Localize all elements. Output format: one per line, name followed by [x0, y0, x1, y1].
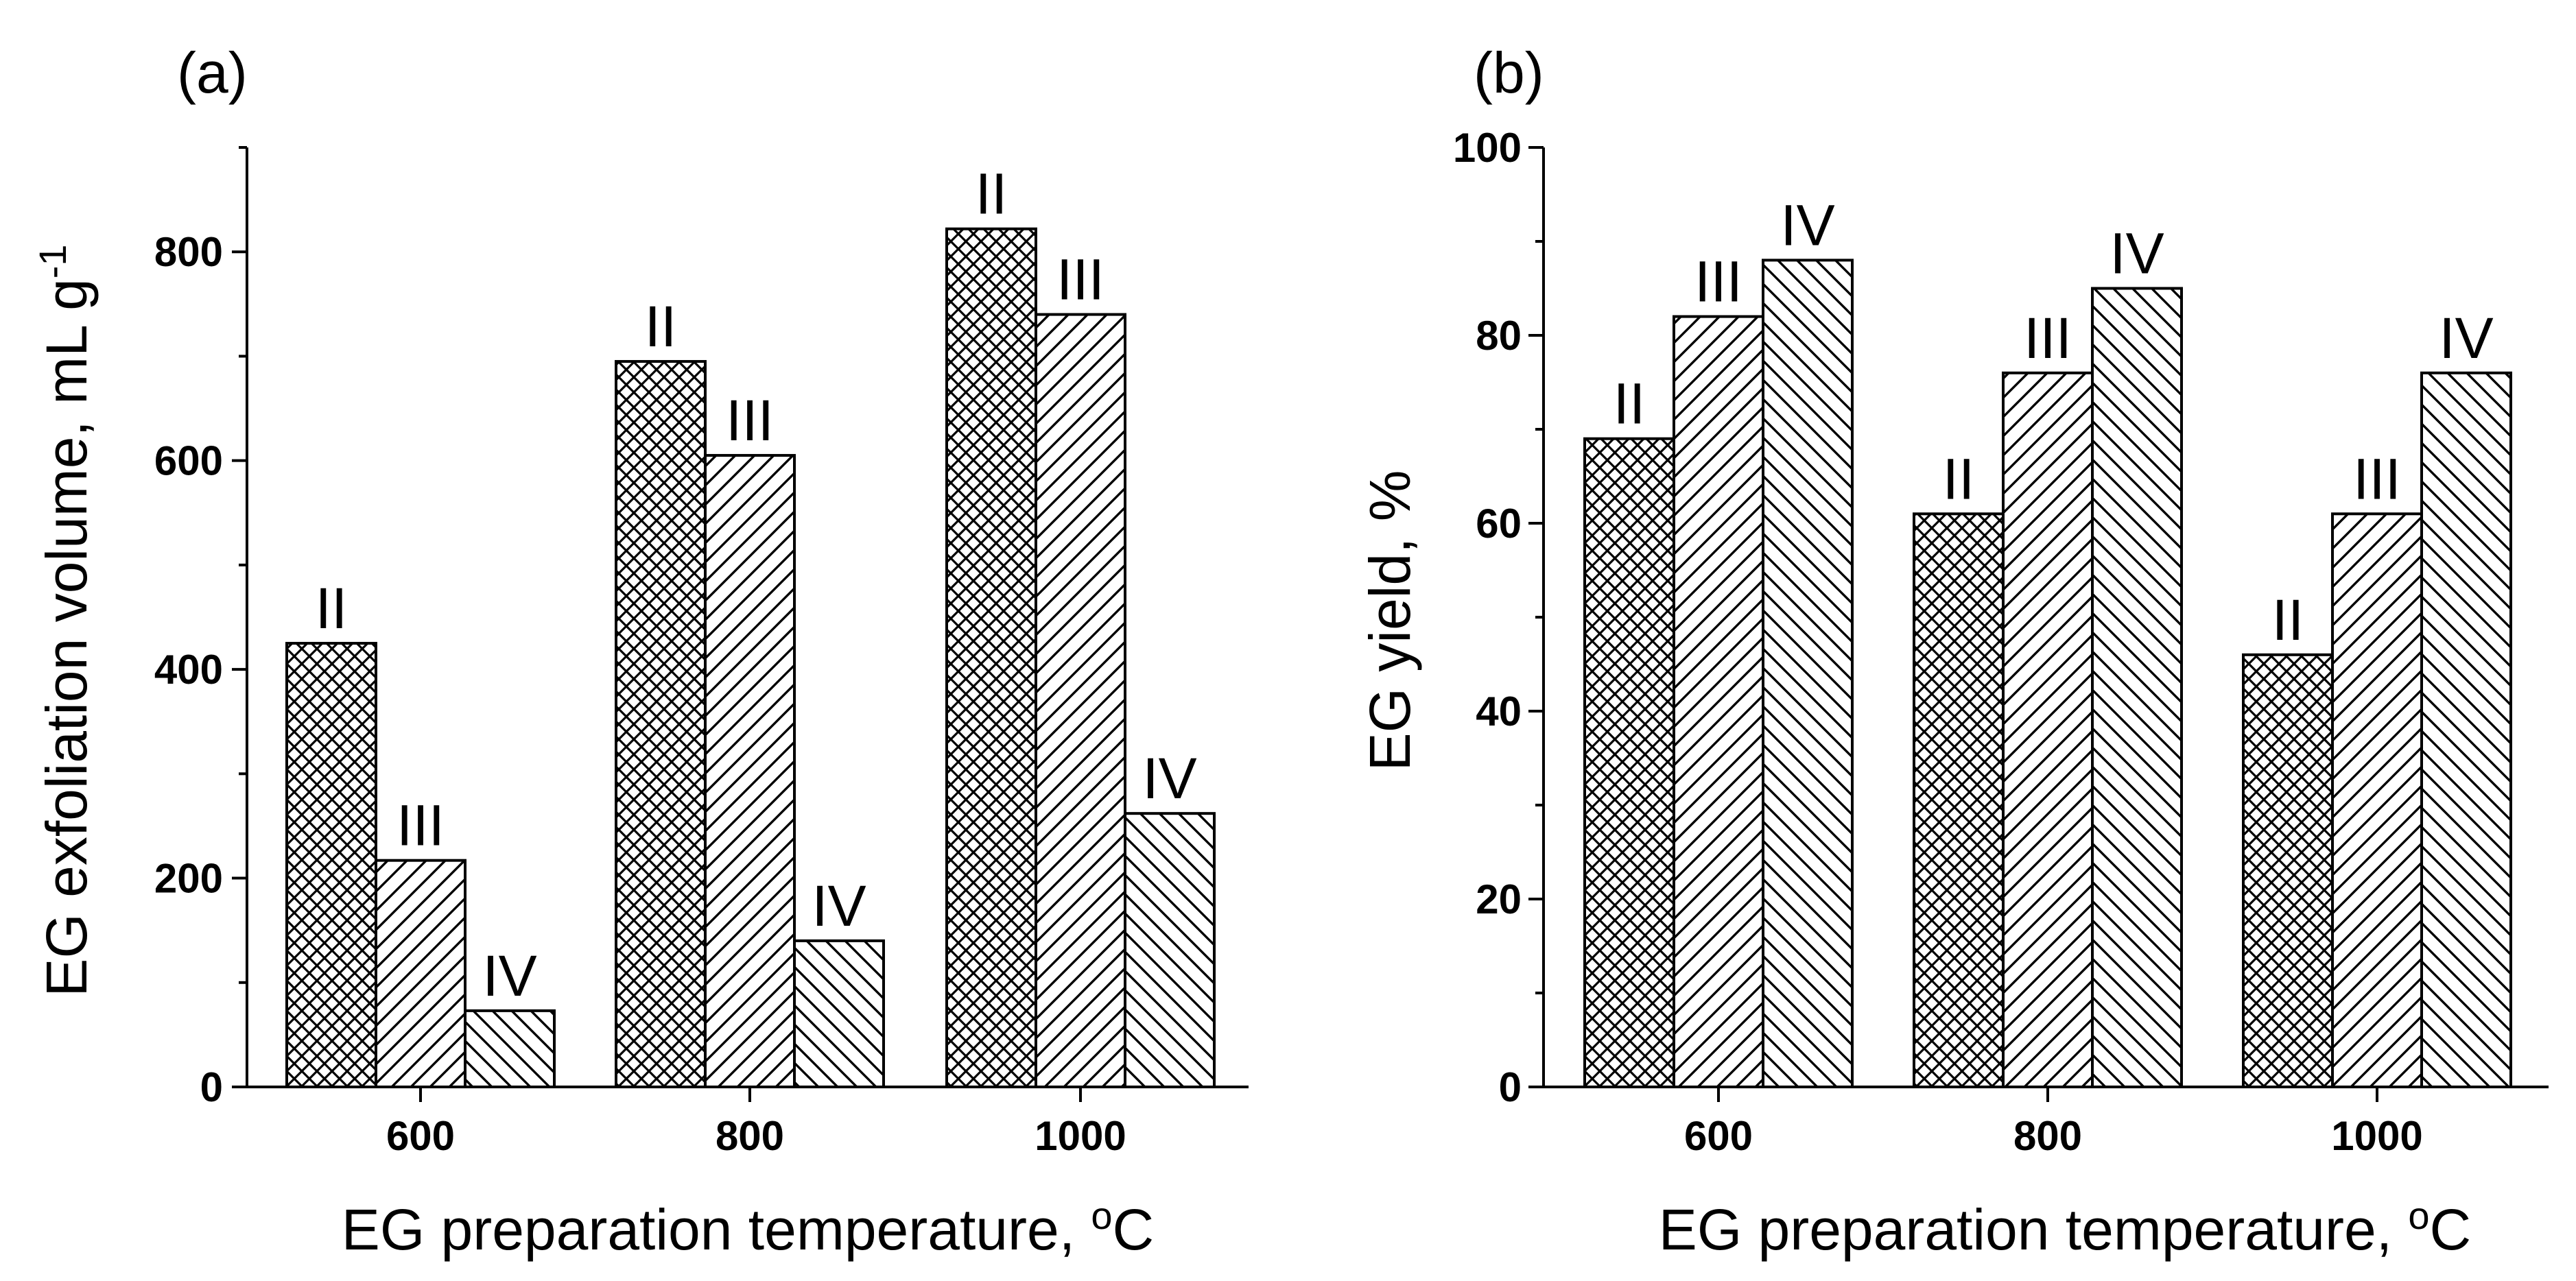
y-tick-label-a-200: 200: [154, 856, 223, 902]
panel-b-x-axis-title: EG preparation temperature, oC: [1659, 1194, 2471, 1262]
bar-a-600-III: [375, 859, 466, 1088]
x-tick-label-a-1000: 1000: [1035, 1113, 1126, 1159]
y-tick-label-a-800: 800: [154, 229, 223, 275]
bar-label-b-600-II: II: [1614, 372, 1646, 436]
y-tick-label-b-100: 100: [1453, 125, 1522, 171]
bar-label-b-800-IV: IV: [2110, 222, 2164, 286]
bar-label-b-800-II: II: [1943, 446, 1975, 511]
bar-label-b-600-IV: IV: [1780, 193, 1834, 257]
bar-b-1000-III: [2331, 512, 2423, 1088]
bar-label-b-1000-II: II: [2272, 588, 2304, 652]
bar-a-600-II: [285, 642, 377, 1088]
bar-label-b-600-III: III: [1694, 250, 1742, 314]
bar-a-600-IV: [464, 1009, 556, 1089]
bar-a-1000-II: [945, 227, 1037, 1089]
y-tick-label-b-20: 20: [1476, 876, 1522, 922]
x-tick-label-a-600: 600: [386, 1113, 455, 1159]
panel-a-label: (a): [177, 40, 248, 105]
bar-b-600-II: [1583, 437, 1675, 1088]
bar-a-1000-III: [1035, 313, 1126, 1088]
y-tick-label-b-0: 0: [1499, 1064, 1522, 1110]
panel-a-x-axis-title: EG preparation temperature, oC: [342, 1194, 1154, 1262]
panel-b-y-axis-title: EG yield, %: [1358, 470, 1422, 771]
bar-a-800-III: [704, 454, 796, 1088]
y-tick-label-b-60: 60: [1476, 501, 1522, 547]
panel-a-y-axis-title: EG exfoliation volume, mL g-1: [31, 244, 99, 996]
y-tick-label-a-0: 0: [200, 1064, 223, 1110]
bar-label-a-800-III: III: [726, 388, 774, 453]
y-tick-label-a-600: 600: [154, 438, 223, 484]
bar-label-a-600-II: II: [316, 576, 348, 640]
bar-label-a-800-II: II: [645, 294, 677, 359]
bar-b-1000-II: [2242, 653, 2334, 1088]
x-tick-label-b-800: 800: [2013, 1113, 2082, 1159]
bar-label-a-600-IV: IV: [482, 944, 536, 1008]
bar-label-a-600-III: III: [397, 793, 445, 858]
bar-label-b-1000-III: III: [2353, 446, 2401, 511]
bar-label-b-800-III: III: [2024, 306, 2072, 370]
bar-label-a-1000-IV: IV: [1142, 746, 1196, 811]
x-tick-label-b-1000: 1000: [2331, 1113, 2422, 1159]
y-tick-label-a-400: 400: [154, 647, 223, 693]
bar-b-1000-IV: [2420, 371, 2512, 1088]
bar-a-800-IV: [793, 939, 885, 1089]
bar-b-600-IV: [1762, 259, 1854, 1088]
bar-b-800-II: [1913, 512, 2005, 1088]
bar-b-800-IV: [2091, 287, 2183, 1088]
bar-b-600-III: [1673, 315, 1764, 1089]
bar-a-800-II: [615, 360, 707, 1088]
y-tick-label-b-40: 40: [1476, 689, 1522, 734]
bar-label-b-1000-IV: IV: [2439, 306, 2493, 370]
panel-b-label: (b): [1474, 40, 1544, 105]
bar-label-a-1000-III: III: [1056, 248, 1104, 312]
bar-a-1000-IV: [1124, 812, 1216, 1088]
bar-b-800-III: [2002, 371, 2094, 1088]
bar-label-a-1000-II: II: [976, 162, 1008, 226]
x-tick-label-b-600: 600: [1684, 1113, 1753, 1159]
bar-label-a-800-IV: IV: [812, 874, 866, 938]
panel-b-axes: 0 20 40 60 80 100 600 800 1000: [1453, 125, 2549, 1159]
x-tick-label-a-800: 800: [716, 1113, 784, 1159]
y-tick-label-b-80: 80: [1476, 313, 1522, 359]
panel-a-axes: 0 200 400 600 800 600 800 1000: [154, 146, 1249, 1159]
